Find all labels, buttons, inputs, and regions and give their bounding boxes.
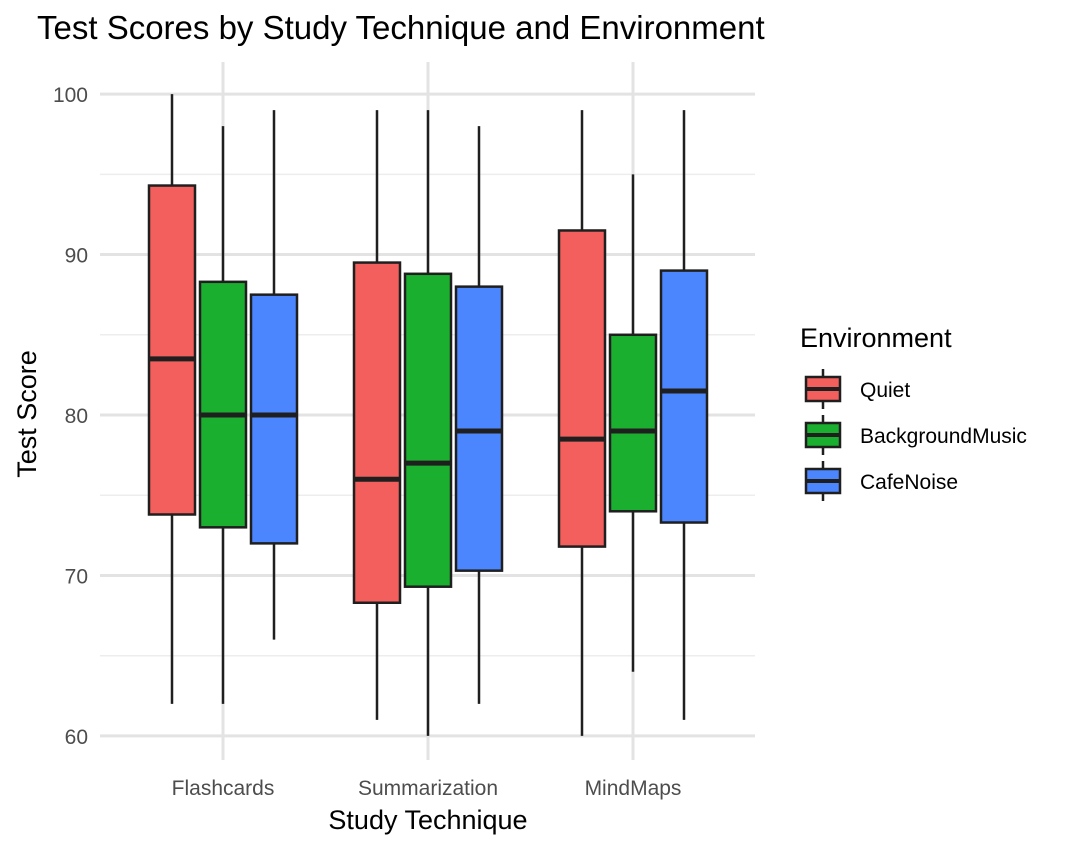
- box: [249, 293, 299, 545]
- box-group: [454, 126, 504, 704]
- x-axis-title: Study Technique: [328, 805, 527, 835]
- box: [352, 261, 402, 604]
- box-group: [352, 110, 402, 720]
- legend: Environment Quiet BackgroundMusic CafeNois…: [800, 323, 1027, 501]
- legend-label: Quiet: [860, 379, 910, 402]
- legend-label: CafeNoise: [860, 471, 958, 494]
- y-tick-label: 90: [65, 245, 88, 268]
- box: [198, 280, 248, 529]
- y-tick-label: 100: [53, 84, 88, 107]
- box: [557, 229, 607, 548]
- y-axis-title: Test Score: [12, 350, 42, 478]
- axis-layer: 60 70 80 90 100 Flashcards Summarization MindMa…: [53, 84, 681, 800]
- plot-area: [100, 62, 755, 760]
- box-group: [557, 110, 607, 736]
- legend-item: CafeNoise: [804, 461, 958, 501]
- box: [147, 184, 197, 516]
- legend-title: Environment: [800, 323, 952, 353]
- legend-item: BackgroundMusic: [804, 415, 1027, 455]
- box: [403, 272, 453, 588]
- box-group: [659, 110, 709, 720]
- box: [608, 333, 658, 513]
- box-group: [608, 174, 658, 672]
- legend-items: Quiet BackgroundMusic CafeNoise: [804, 369, 1027, 501]
- x-tick-label: Flashcards: [172, 777, 275, 800]
- y-tick-label: 60: [65, 726, 88, 749]
- box-group: [249, 110, 299, 640]
- box-group: [147, 94, 197, 704]
- x-tick-label: MindMaps: [585, 777, 682, 800]
- x-tick-label: Summarization: [358, 777, 498, 800]
- legend-label: BackgroundMusic: [860, 425, 1027, 448]
- legend-item: Quiet: [804, 369, 910, 409]
- box-group: [198, 126, 248, 704]
- y-tick-label: 80: [65, 405, 88, 428]
- box-group: [403, 110, 453, 736]
- box: [659, 269, 709, 524]
- box-layer: [147, 94, 709, 736]
- y-tick-label: 70: [65, 565, 88, 588]
- chart-title: Test Scores by Study Technique and Envir…: [37, 9, 765, 46]
